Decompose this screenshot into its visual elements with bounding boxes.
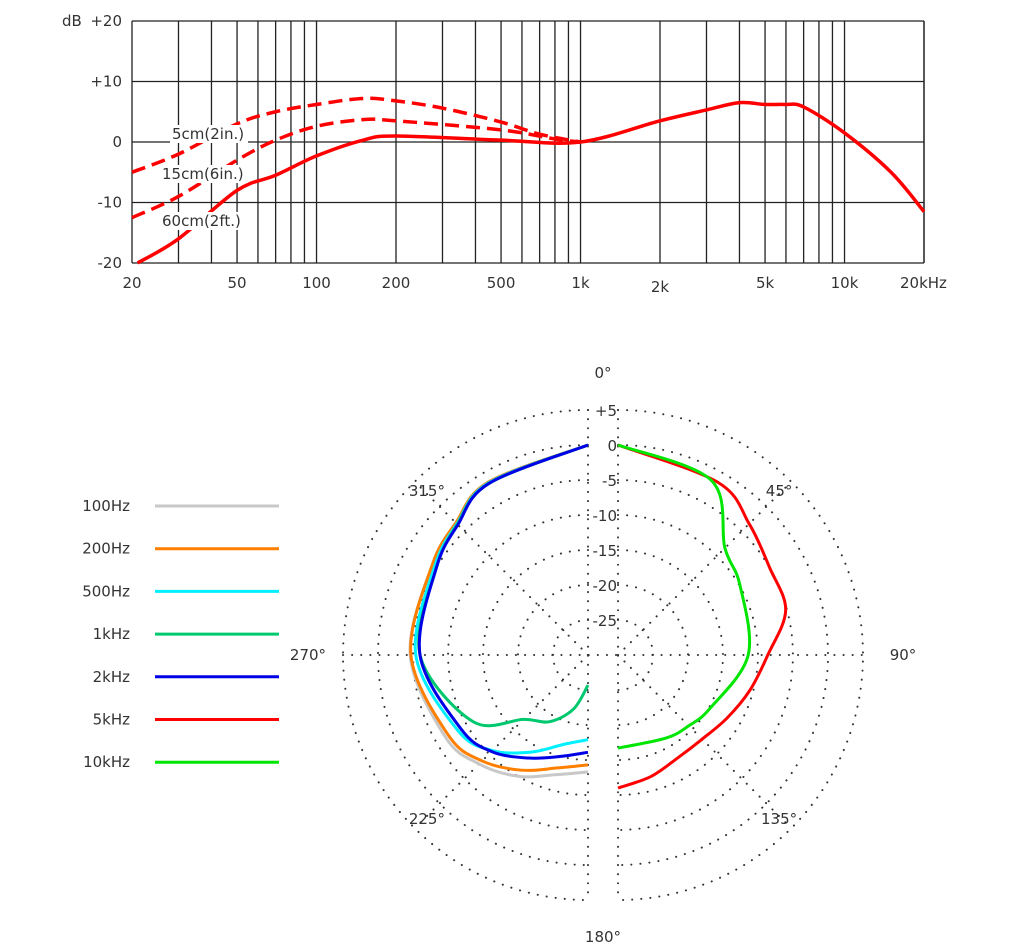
- angle-tick-label: 45°: [766, 482, 793, 500]
- label-background: [591, 471, 615, 489]
- r-tick-label: -10: [593, 507, 618, 525]
- polar-ring: [482, 549, 589, 761]
- series-label: 5cm(2in.): [172, 125, 244, 143]
- x-tick-label: 10k: [831, 274, 859, 292]
- legend-label: 200Hz: [82, 540, 130, 558]
- angle-tick-label: 90°: [890, 646, 917, 664]
- angle-tick-label: 270°: [290, 646, 326, 664]
- angle-tick-label: 180°: [585, 928, 621, 946]
- x-tick-label: 500: [487, 274, 516, 292]
- polar-ring: [617, 514, 759, 796]
- r-tick-label: +5: [595, 402, 617, 420]
- polar-ring: [617, 479, 794, 831]
- r-tick-label: -25: [593, 612, 618, 630]
- y-axis-label: dB: [62, 12, 82, 30]
- x-tick-label: 20kHz: [900, 274, 947, 292]
- label-background: [160, 165, 248, 183]
- legend-label: 5kHz: [93, 711, 131, 729]
- angle-tick-label: 0°: [594, 364, 611, 382]
- label-background: [591, 611, 615, 629]
- x-tick-label: 5k: [756, 274, 775, 292]
- x-tick-label: 50: [228, 274, 247, 292]
- label-background: [591, 436, 615, 454]
- label-background: [591, 401, 615, 419]
- angle-tick-label: 315°: [409, 482, 445, 500]
- polar-axis-diagonal: [413, 654, 589, 830]
- polar-ring: [412, 479, 589, 831]
- frequency-response-chart: +20 +10 0 -10 -20 dB 20 50 100 200 500 1k 2k 5k 10k 20k…: [62, 12, 947, 296]
- polar-axis-diagonal: [413, 480, 589, 656]
- polar-series-5khz: [617, 443, 788, 790]
- x-tick-label: 100: [302, 274, 331, 292]
- polar-ring: [447, 514, 589, 796]
- y-tick-label: +10: [90, 73, 122, 91]
- legend-label: 2kHz: [93, 668, 131, 686]
- label-background: [591, 576, 615, 594]
- series-label: 15cm(6in.): [162, 165, 244, 183]
- legend-label: 500Hz: [82, 582, 130, 600]
- y-tick-label: -10: [98, 194, 123, 212]
- r-tick-label: 0: [607, 437, 617, 455]
- polar-axis-diagonal: [617, 480, 793, 656]
- polar-ring: [617, 549, 724, 761]
- legend-label: 1kHz: [93, 625, 131, 643]
- series-line-60cm2ft: [136, 100, 926, 265]
- x-tick-label: 1k: [571, 274, 590, 292]
- legend-label: 10kHz: [83, 753, 130, 771]
- label-background: [160, 212, 248, 230]
- y-tick-label: +20: [90, 12, 122, 30]
- x-tick-label: 2k: [651, 278, 670, 296]
- x-tick-label: 200: [382, 274, 411, 292]
- series-label: 60cm(2ft.): [162, 212, 241, 230]
- angle-tick-label: 135°: [761, 810, 797, 828]
- label-background: [591, 506, 615, 524]
- legend-label: 100Hz: [82, 497, 130, 515]
- polar-ring: [617, 619, 654, 691]
- label-background: [170, 125, 248, 143]
- r-tick-label: -20: [593, 577, 618, 595]
- y-tick-label: -20: [98, 254, 123, 272]
- polar-pattern-chart: +5 0 -5 -10 -15 -20 -25 0° 45° 90° 135° 180° 225° 270…: [82, 364, 916, 946]
- y-tick-label: 0: [112, 133, 122, 151]
- r-tick-label: -15: [593, 542, 618, 560]
- x-tick-label: 20: [122, 274, 141, 292]
- r-tick-label: -5: [602, 472, 617, 490]
- label-background: [591, 541, 615, 559]
- polar-series-2khz: [417, 443, 589, 760]
- polar-ring: [517, 584, 589, 726]
- polar-series-10khz: [617, 443, 752, 750]
- angle-tick-label: 225°: [409, 810, 445, 828]
